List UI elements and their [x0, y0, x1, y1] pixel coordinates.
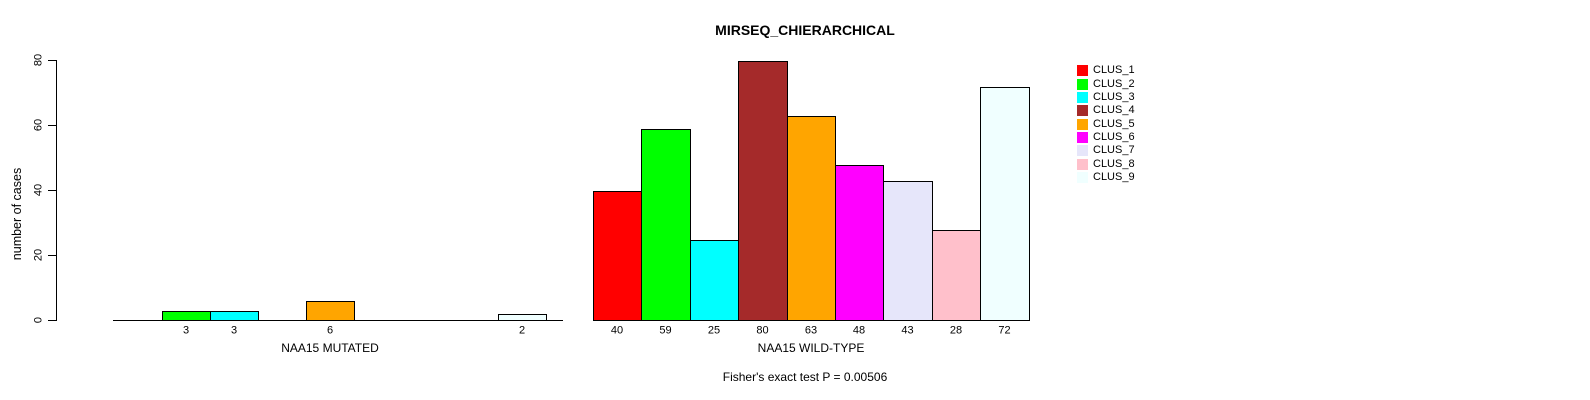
bar-clus_6-wildtype — [835, 165, 884, 321]
pvalue-annotation: Fisher's exact test P = 0.00506 — [722, 370, 888, 384]
legend-item: CLUS_4 — [1077, 104, 1135, 117]
bar-clus_7-wildtype — [883, 181, 933, 321]
group-label-mutated: NAA15 MUTATED — [281, 341, 379, 355]
y-axis-tick-label: 60 — [32, 118, 45, 132]
bar-value-label: 43 — [901, 324, 914, 337]
legend-item: CLUS_9 — [1077, 171, 1135, 184]
legend-label: CLUS_4 — [1093, 104, 1135, 117]
bar-value-label: 40 — [610, 324, 624, 337]
bar-value-label: 72 — [998, 324, 1011, 337]
legend-item: CLUS_2 — [1077, 77, 1135, 90]
y-axis-tick-label: 80 — [32, 53, 45, 67]
legend-label: CLUS_5 — [1093, 117, 1135, 130]
bar-value-label: 63 — [804, 324, 818, 337]
legend-label: CLUS_2 — [1093, 77, 1135, 90]
y-axis-tick — [48, 60, 56, 61]
bar-value-label: 3 — [230, 324, 238, 337]
legend-swatch-clus_4 — [1077, 105, 1088, 117]
legend-label: CLUS_9 — [1093, 170, 1135, 183]
legend-swatch-clus_9 — [1077, 171, 1088, 183]
bar-value-label: 48 — [852, 324, 866, 337]
legend-swatch-clus_3 — [1077, 91, 1088, 103]
legend-label: CLUS_6 — [1093, 130, 1135, 143]
bar-clus_9-wildtype — [980, 87, 1030, 321]
y-axis-tick — [48, 125, 56, 126]
bar-value-label: 25 — [707, 324, 721, 337]
bar-clus_1-wildtype — [593, 191, 642, 321]
y-axis-line — [56, 60, 57, 321]
legend-item: CLUS_1 — [1077, 64, 1135, 77]
bar-clus_5-mutated — [306, 301, 355, 321]
legend-swatch-clus_6 — [1077, 131, 1088, 143]
bar-value-label: 6 — [326, 324, 334, 337]
legend-item: CLUS_6 — [1077, 131, 1135, 144]
bar-clus_4-wildtype — [738, 61, 788, 321]
legend-item: CLUS_8 — [1077, 157, 1135, 170]
bar-clus_2-mutated — [162, 311, 211, 321]
legend-label: CLUS_8 — [1093, 157, 1135, 170]
legend-item: CLUS_7 — [1077, 144, 1135, 157]
y-axis-tick — [48, 190, 56, 191]
legend-swatch-clus_1 — [1077, 65, 1088, 77]
legend-label: CLUS_3 — [1093, 90, 1135, 103]
bar-clus_3-wildtype — [690, 240, 739, 321]
bar-value-label: 3 — [182, 324, 190, 337]
y-axis-tick — [48, 320, 56, 321]
y-axis-tick-label: 0 — [32, 316, 45, 324]
legend-swatch-clus_5 — [1077, 118, 1088, 130]
bar-clus_2-wildtype — [641, 129, 691, 321]
legend-swatch-clus_2 — [1077, 78, 1088, 90]
bar-clus_8-wildtype — [932, 230, 981, 321]
legend: CLUS_1 CLUS_2 CLUS_3 CLUS_4 CLUS_5 CLUS_6 CLUS… — [1077, 64, 1135, 184]
group-label-wildtype: NAA15 WILD-TYPE — [757, 341, 865, 355]
y-axis-tick-label: 20 — [32, 248, 45, 262]
legend-item: CLUS_3 — [1077, 91, 1135, 104]
bar-value-label: 2 — [518, 324, 526, 337]
legend-label: CLUS_1 — [1093, 64, 1135, 77]
bar-value-label: 59 — [659, 324, 672, 337]
y-axis-tick-label: 40 — [32, 183, 45, 197]
legend-swatch-clus_8 — [1077, 158, 1088, 170]
bar-value-label: 28 — [949, 324, 963, 337]
bar-clus_3-mutated — [210, 311, 259, 321]
legend-swatch-clus_7 — [1077, 145, 1088, 157]
bar-clus_5-wildtype — [787, 116, 836, 321]
chart-title: MIRSEQ_CHIERARCHICAL — [715, 22, 895, 38]
legend-item: CLUS_5 — [1077, 117, 1135, 130]
bar-clus_9-mutated — [498, 314, 547, 321]
legend-label: CLUS_7 — [1093, 144, 1135, 157]
bar-value-label: 80 — [756, 324, 769, 337]
y-axis-tick — [48, 255, 56, 256]
y-axis-label: number of cases — [9, 167, 24, 261]
